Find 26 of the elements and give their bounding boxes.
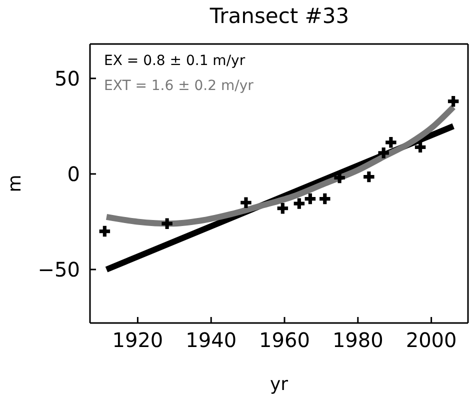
point: [378, 148, 389, 158]
x-axis-title: yr: [270, 374, 289, 394]
x-tick-label: 1940: [186, 328, 237, 352]
x-tick-label: 2000: [406, 328, 457, 352]
point: [294, 198, 305, 209]
point: [162, 218, 172, 229]
y-tick-label: 0: [67, 162, 80, 186]
annotation: EXT = 1.6 ± 0.2 m/yr: [104, 78, 254, 94]
point: [414, 142, 426, 153]
point: [334, 172, 345, 184]
point: [277, 202, 288, 214]
point: [240, 197, 252, 208]
x-tick-label: 1920: [112, 328, 164, 352]
y-tick-label: 50: [54, 66, 80, 90]
point: [304, 193, 316, 204]
point: [99, 226, 110, 237]
point: [386, 137, 396, 148]
point: [448, 96, 459, 107]
x-tick-label: 1960: [259, 328, 310, 352]
point: [364, 171, 374, 182]
point: [320, 193, 330, 204]
x-tick-label: 1980: [332, 328, 384, 352]
chart-title: Transect #33: [208, 4, 350, 28]
y-axis-title: m: [4, 174, 26, 192]
annotation: EX = 0.8 ± 0.1 m/yr: [104, 53, 246, 69]
y-tick-label: −50: [38, 258, 80, 282]
